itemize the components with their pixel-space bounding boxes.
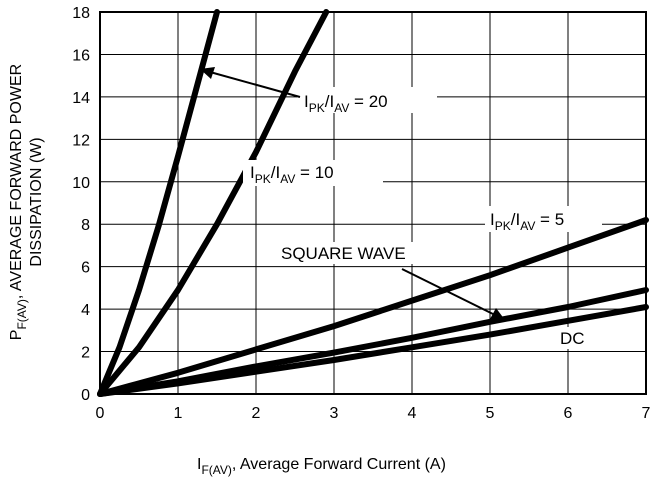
y-tick-label: 0 xyxy=(81,387,90,404)
x-tick-label: 4 xyxy=(408,405,417,422)
annotation-bg-dc xyxy=(553,327,603,349)
annotation-ipk-iav-5: IPK/IAV = 5 xyxy=(490,210,564,233)
y-axis-title-line1: PF(AV), AVERAGE FORWARD POWER xyxy=(8,64,29,340)
plot-border xyxy=(99,11,647,395)
y-axis-title: PF(AV), AVERAGE FORWARD POWER DISSIPATIO… xyxy=(8,64,45,340)
annotations: IPK/IAV = 20 IPK/IAV = 10 IPK/IAV = 5 SQ… xyxy=(200,67,603,349)
series-curves xyxy=(97,9,649,397)
y-tick-label: 6 xyxy=(81,260,90,277)
series-line-0 xyxy=(97,9,220,397)
annotation-bg-10 xyxy=(243,160,383,186)
y-axis-title-line2: DISSIPATION (W) xyxy=(28,137,45,266)
x-tick-label: 6 xyxy=(564,405,573,422)
x-tick-label: 3 xyxy=(330,405,339,422)
y-tick-label: 16 xyxy=(72,47,90,64)
x-tick-label: 7 xyxy=(642,405,651,422)
x-axis-title: IF(AV), Average Forward Current (A) xyxy=(197,456,446,477)
y-tick-label: 8 xyxy=(81,217,90,234)
y-tick-label: 10 xyxy=(72,175,90,192)
annotation-dc: DC xyxy=(560,329,585,348)
annotation-ipk-iav-20: IPK/IAV = 20 xyxy=(304,92,388,115)
plot-frame xyxy=(99,11,647,395)
arrow-20-line xyxy=(209,71,301,98)
annotation-bg-5 xyxy=(485,206,602,232)
x-tick-label: 0 xyxy=(96,405,105,422)
arrow-20-head xyxy=(200,67,215,79)
arrow-square-line xyxy=(401,268,496,316)
series-line-1 xyxy=(97,9,330,397)
x-tick-label: 1 xyxy=(174,405,183,422)
x-tick-label: 5 xyxy=(486,405,495,422)
y-tick-label: 14 xyxy=(72,90,90,107)
annotation-ipk-iav-10: IPK/IAV = 10 xyxy=(250,163,334,186)
x-tick-label: 2 xyxy=(252,405,261,422)
y-tick-label: 2 xyxy=(81,345,90,362)
y-tick-label: 18 xyxy=(72,5,90,22)
y-tick-label: 4 xyxy=(81,302,90,319)
y-tick-label: 12 xyxy=(72,132,90,149)
annotation-bg-20 xyxy=(297,87,437,113)
annotation-bg-square xyxy=(276,242,443,264)
series-line-4 xyxy=(97,304,649,397)
arrow-square-head xyxy=(490,308,505,320)
annotation-square-wave: SQUARE WAVE xyxy=(281,244,406,263)
series-line-2 xyxy=(97,217,649,397)
